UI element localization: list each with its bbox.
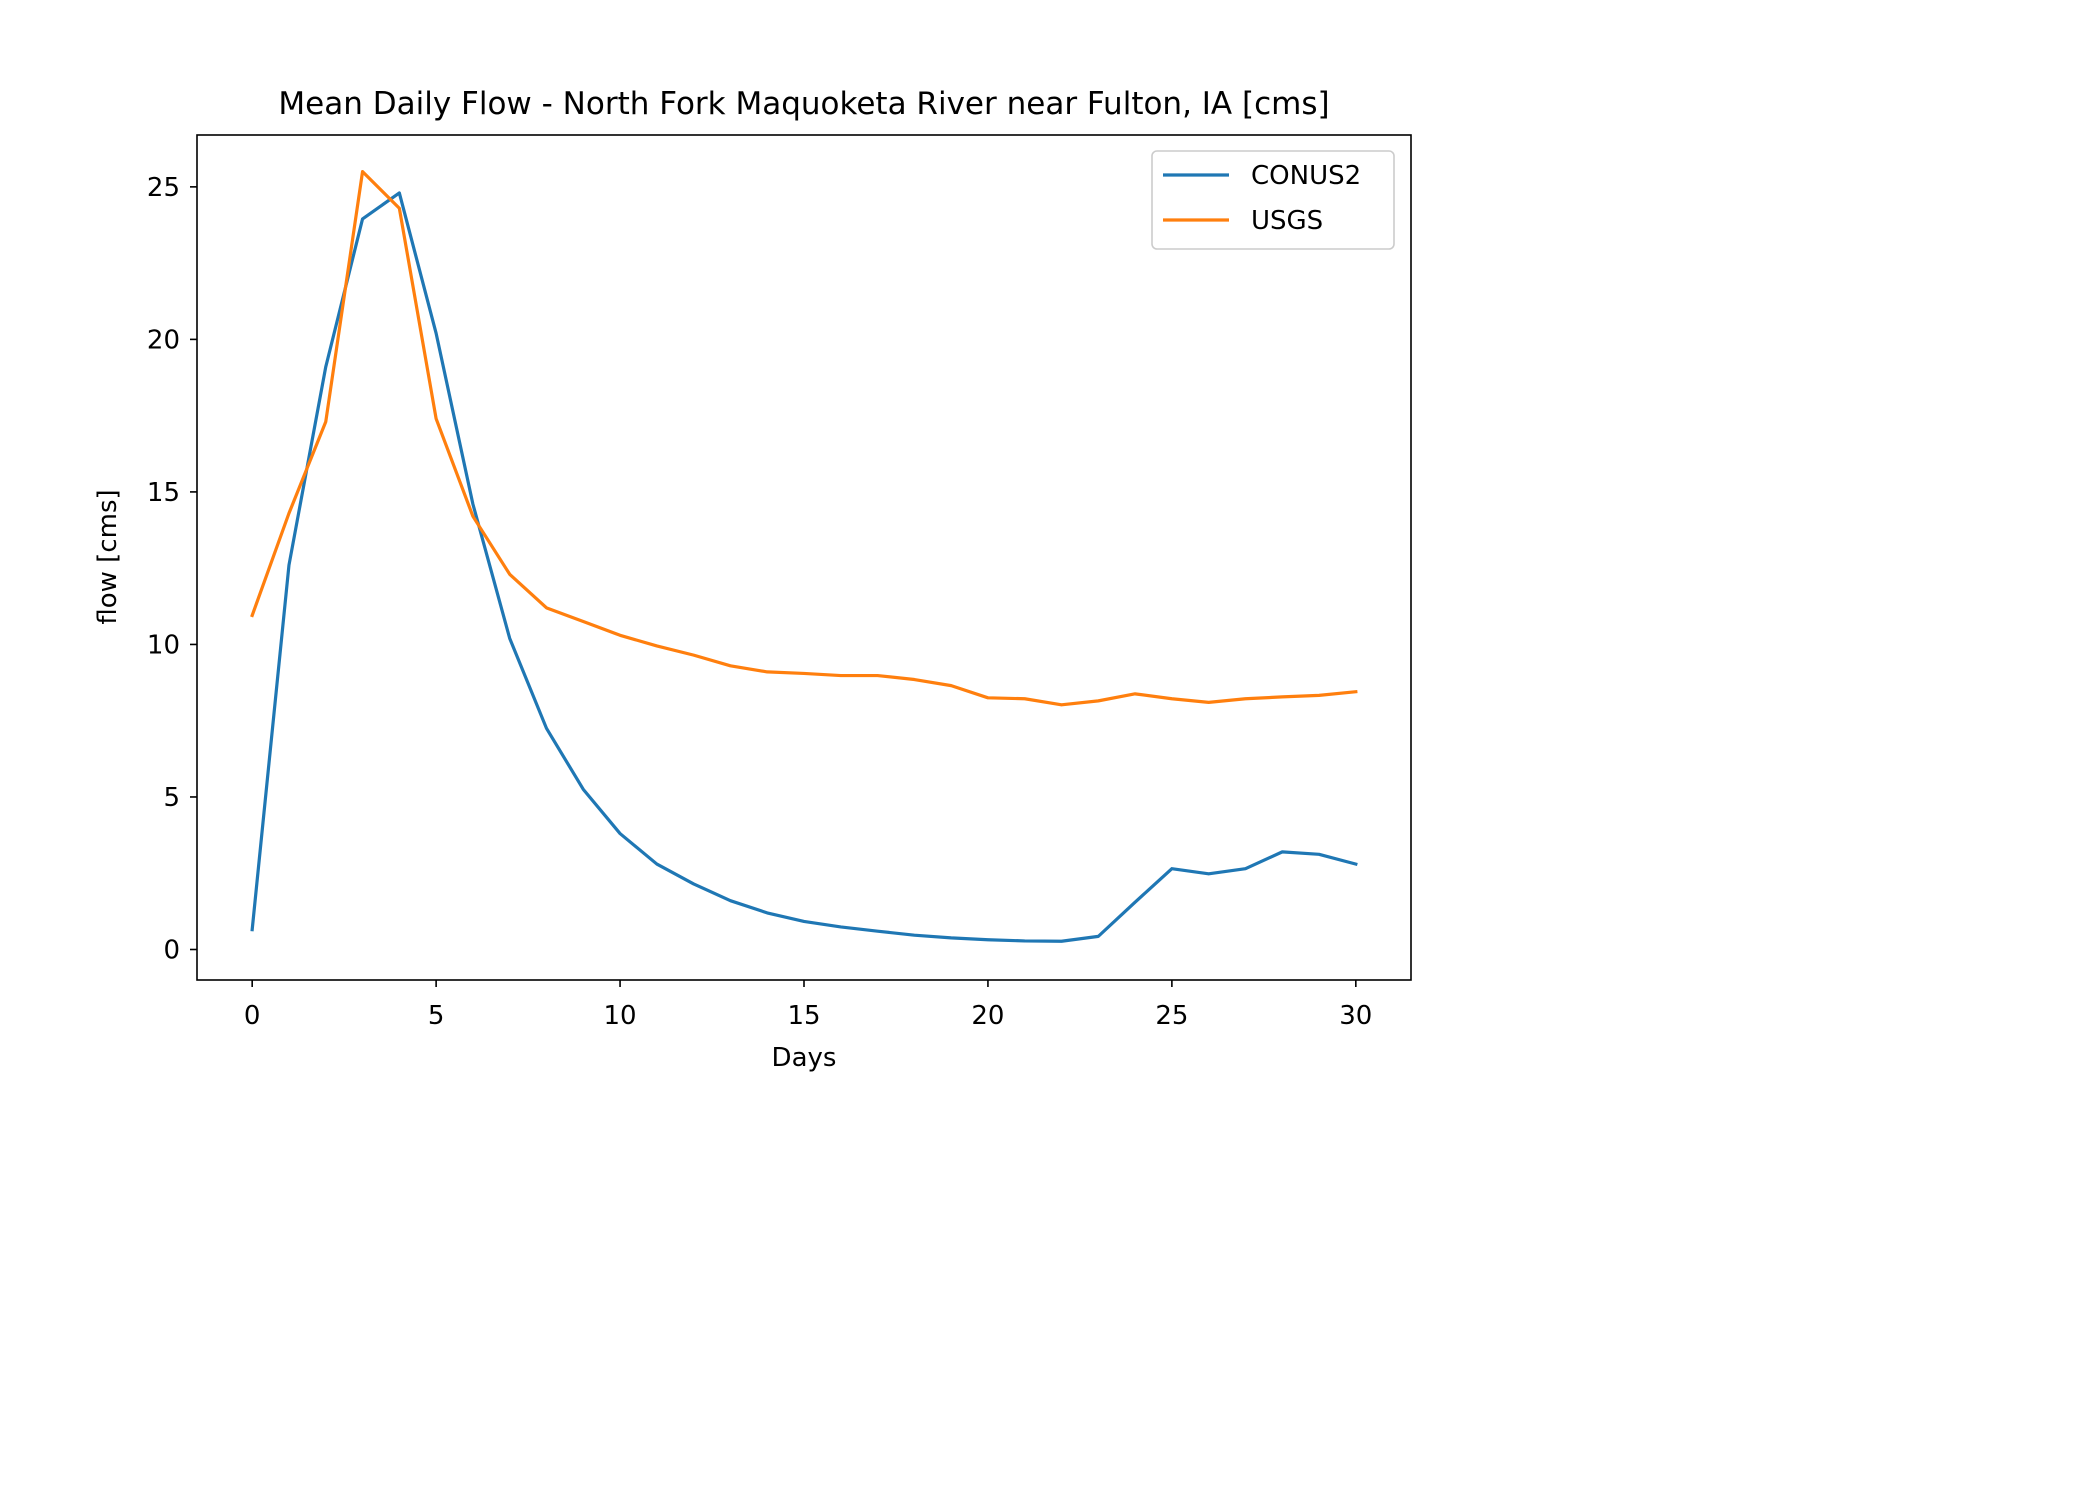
x-tick-label: 0 (244, 1001, 261, 1031)
x-tick-label: 5 (428, 1001, 445, 1031)
x-tick-label: 15 (787, 1001, 820, 1031)
x-tick-label: 30 (1339, 1001, 1372, 1031)
plot-area (197, 135, 1411, 980)
legend-label-usgs: USGS (1251, 206, 1323, 236)
series-line-conus2 (250, 191, 1358, 943)
legend-label-conus2: CONUS2 (1251, 161, 1361, 191)
y-axis-ticks: 0 5 10 15 20 25 (147, 173, 197, 965)
x-axis-ticks: 0 5 10 15 20 25 30 (244, 980, 1372, 1031)
y-tick-label: 0 (163, 935, 180, 965)
x-tick-label: 20 (971, 1001, 1004, 1031)
y-tick-label: 20 (147, 325, 180, 355)
line-chart: Mean Daily Flow - North Fork Maquoketa R… (93, 86, 1412, 1073)
series-line-usgs (250, 170, 1358, 707)
x-tick-label: 10 (604, 1001, 637, 1031)
y-tick-label: 15 (147, 478, 180, 508)
x-tick-label: 25 (1155, 1001, 1188, 1031)
y-tick-label: 10 (147, 630, 180, 660)
series-layer (250, 170, 1358, 943)
y-tick-label: 5 (163, 783, 180, 813)
chart-title: Mean Daily Flow - North Fork Maquoketa R… (278, 86, 1329, 122)
y-tick-label: 25 (147, 173, 180, 203)
legend: CONUS2 USGS (1151, 150, 1395, 250)
y-axis-label: flow [cms] (93, 489, 123, 624)
x-axis-label: Days (772, 1043, 837, 1073)
